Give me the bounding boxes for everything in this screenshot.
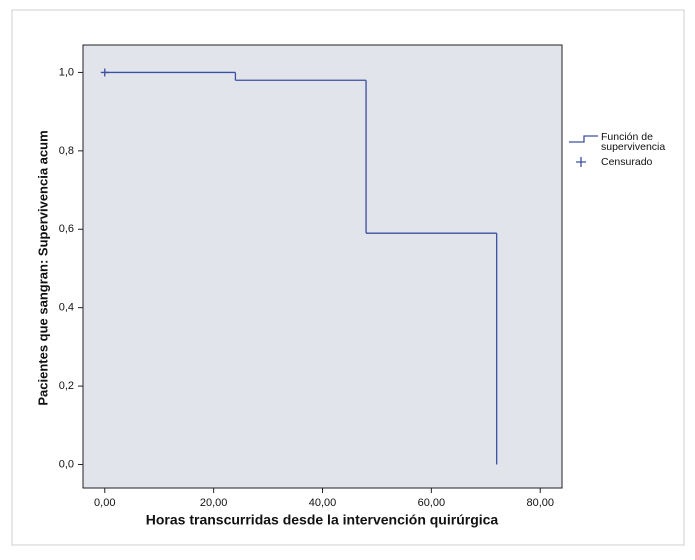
x-tick-label: 60,00 bbox=[418, 497, 446, 509]
x-tick-label: 40,00 bbox=[309, 497, 337, 509]
y-tick-label: 0,6 bbox=[59, 223, 74, 235]
y-tick-label: 1,0 bbox=[59, 66, 74, 78]
legend-swatch bbox=[569, 135, 598, 143]
x-axis-label: Horas transcurridas desde la intervenció… bbox=[146, 512, 499, 528]
legend-label: Censurado bbox=[601, 156, 653, 168]
y-axis-label: Pacientes que sangran: Supervivencia acu… bbox=[35, 130, 50, 405]
y-tick-label: 0,4 bbox=[59, 302, 74, 314]
censor-mark bbox=[100, 68, 109, 77]
x-tick-label: 20,00 bbox=[200, 497, 228, 509]
legend-label: Función de supervivencia bbox=[601, 131, 666, 153]
x-tick-label: 0,00 bbox=[94, 497, 115, 509]
legend-swatch bbox=[576, 157, 586, 167]
y-tick-label: 0,8 bbox=[59, 145, 74, 157]
y-tick-label: 0,2 bbox=[59, 380, 74, 392]
x-tick-label: 80,00 bbox=[526, 497, 554, 509]
plot-area bbox=[82, 44, 563, 489]
y-tick-label: 0,0 bbox=[59, 458, 74, 470]
